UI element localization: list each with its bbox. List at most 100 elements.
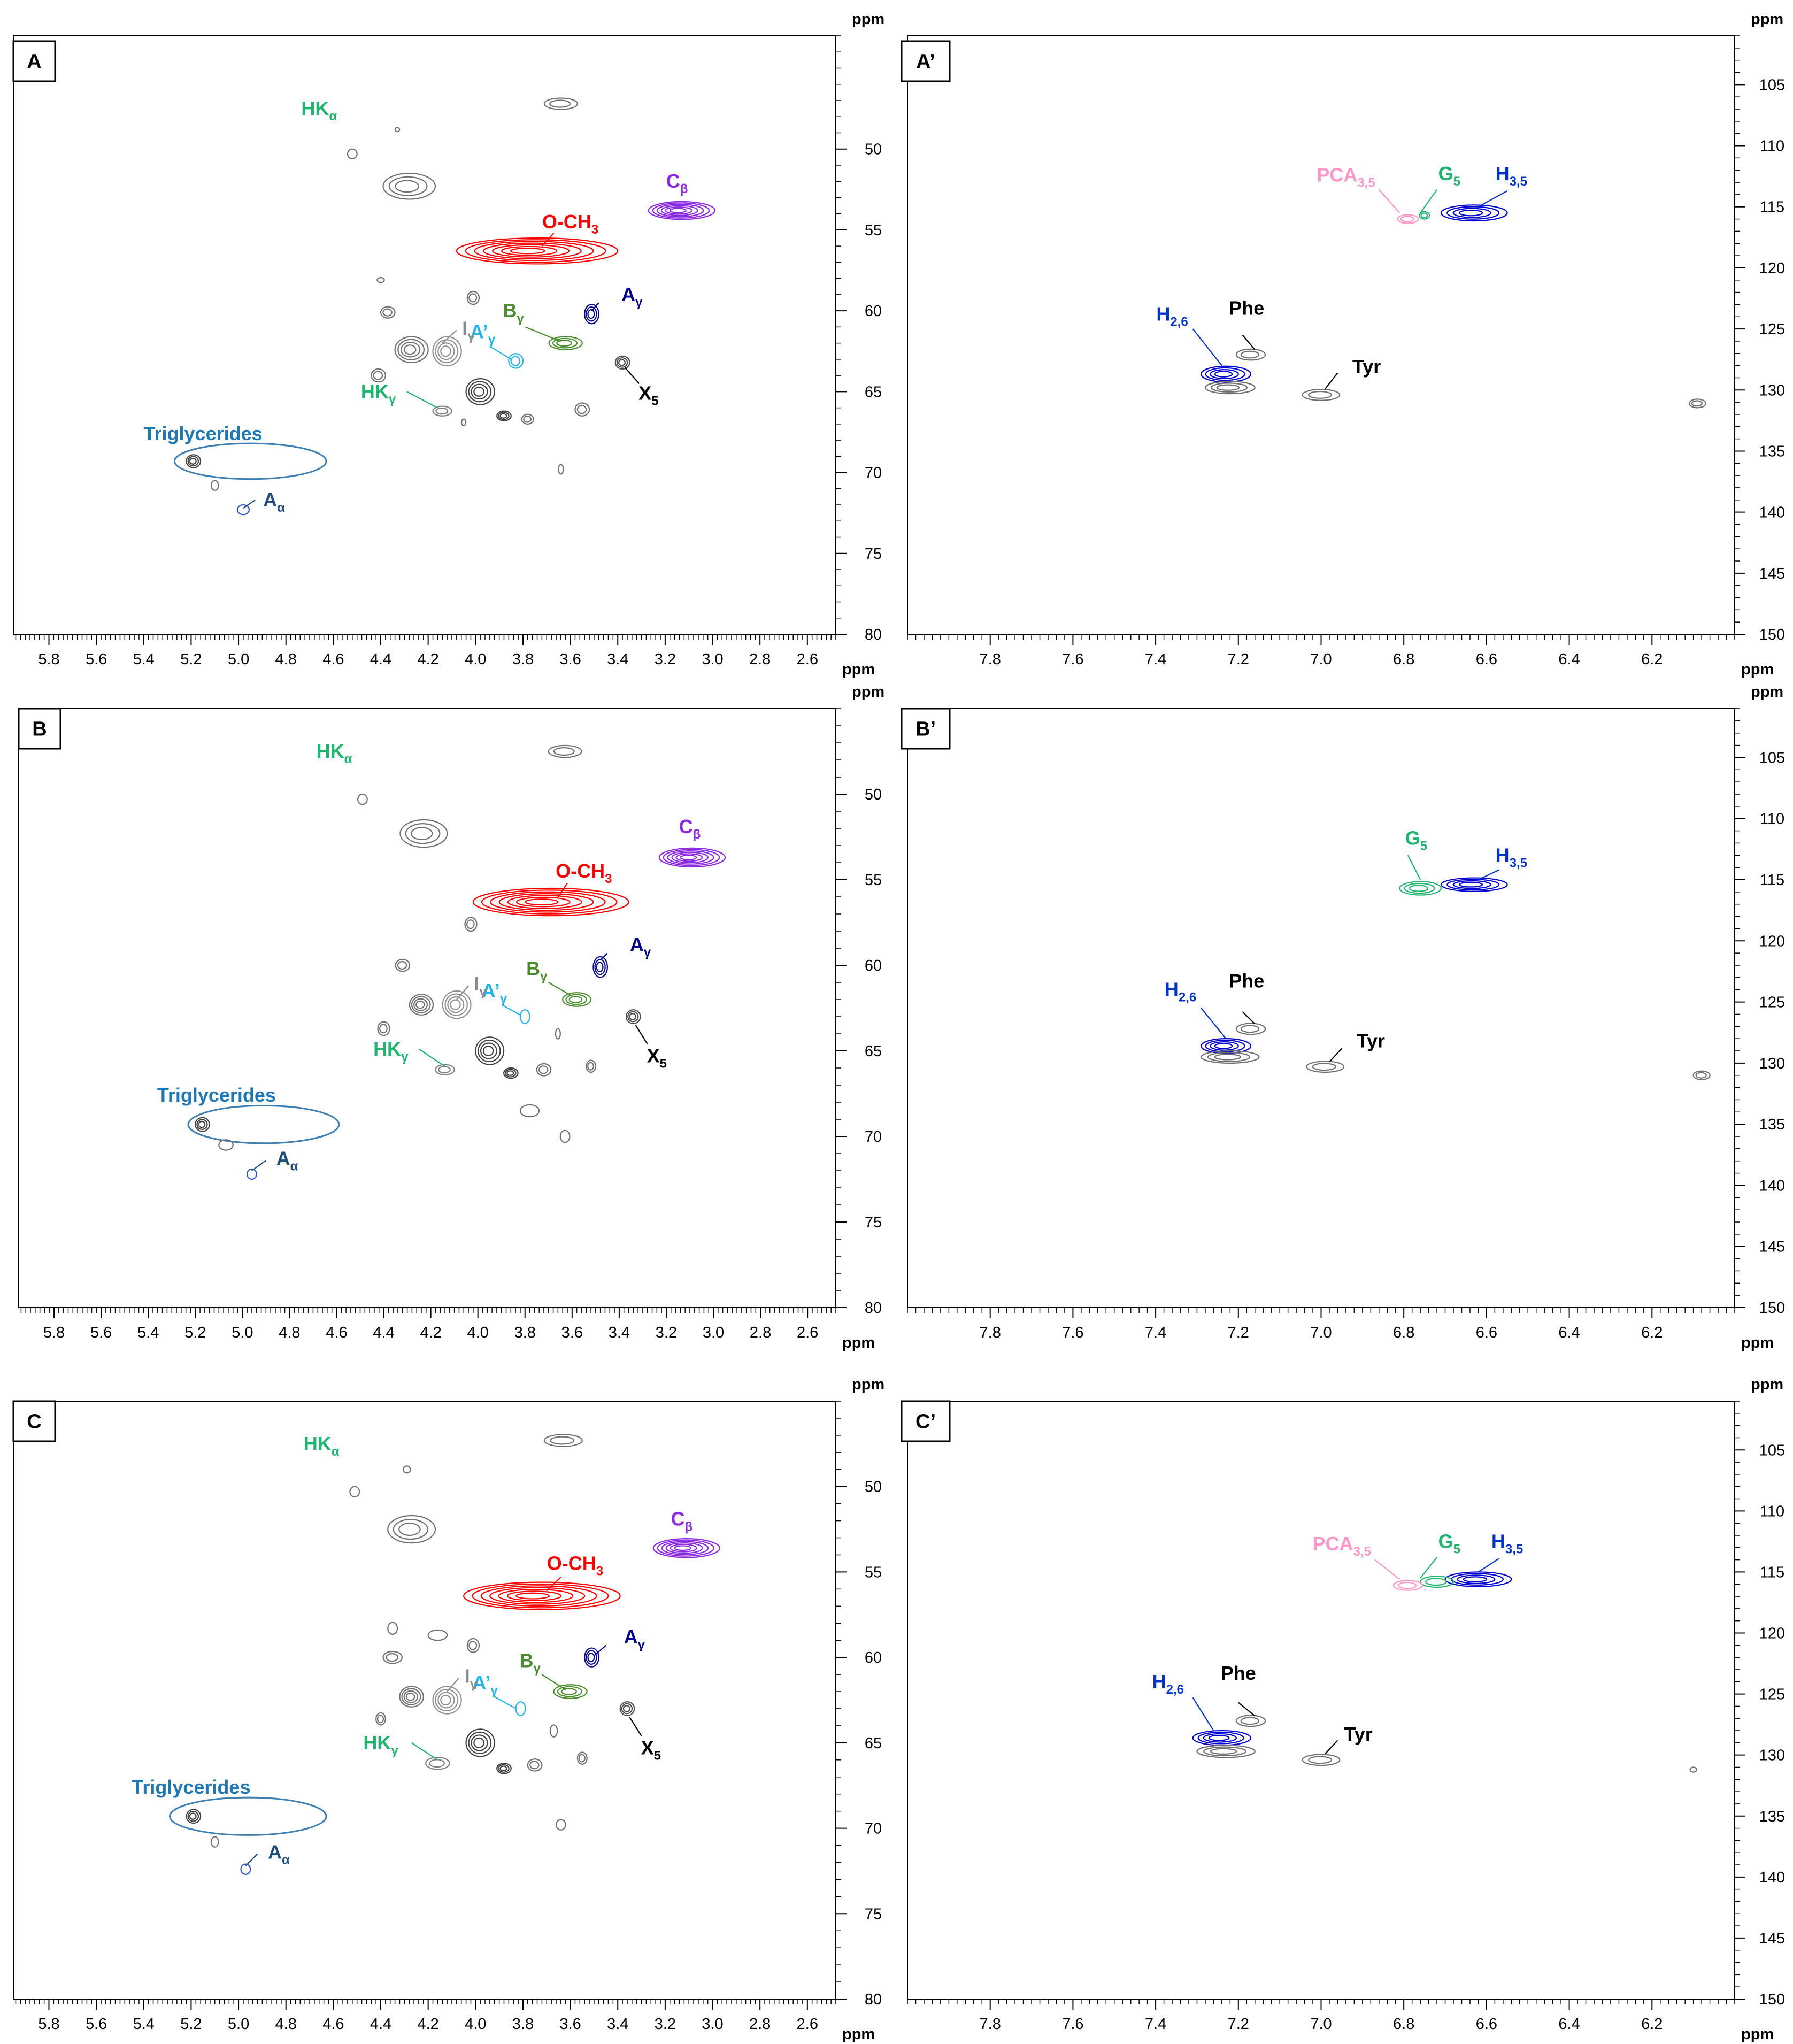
cross-peak <box>1235 1715 1266 1727</box>
x-tick-label: 4.6 <box>322 651 344 668</box>
cross-peak <box>376 277 385 283</box>
peak-label: Aγ <box>630 934 651 960</box>
label-leader-line <box>1407 855 1421 880</box>
contour-level <box>473 386 484 397</box>
cross-peak <box>409 994 434 1016</box>
cross-peak <box>394 127 401 133</box>
cross-peak <box>394 336 429 364</box>
contour-level <box>592 956 608 978</box>
cross-peak <box>584 1647 599 1668</box>
contour-level <box>660 205 698 216</box>
x-tick-label: 2.8 <box>749 651 771 668</box>
label-leader-line <box>251 1159 267 1171</box>
contour-level <box>549 1724 558 1738</box>
contour-level <box>465 378 495 405</box>
label-leader-line <box>1325 372 1338 389</box>
cross-peak <box>1419 211 1430 220</box>
contour-level <box>1210 382 1248 393</box>
contour-level <box>473 1737 484 1748</box>
cross-peak <box>427 1629 448 1641</box>
contour-level <box>663 849 720 866</box>
peak-label: Cβ <box>666 170 688 196</box>
panel-letter: B <box>32 718 47 741</box>
contour-level <box>1457 1574 1496 1584</box>
cross-peak <box>559 1129 571 1143</box>
contour-level <box>576 1751 588 1765</box>
contour-level <box>1692 1070 1711 1080</box>
x-tick-label: 5.8 <box>38 651 59 668</box>
y-tick-label: 80 <box>865 1991 882 2008</box>
cross-peak <box>432 1686 462 1715</box>
cross-peak <box>465 378 495 405</box>
peak-label: O-CH3 <box>542 211 598 237</box>
contour-level <box>480 1042 498 1059</box>
plot-frame <box>18 708 836 1308</box>
label-leader-line <box>501 1004 521 1016</box>
y-tick-label: 130 <box>1759 382 1785 399</box>
contour-level <box>465 239 606 263</box>
panel-letter: C <box>27 1411 41 1433</box>
contour-level <box>464 917 478 932</box>
x-tick-label: 4.0 <box>465 651 486 668</box>
label-leader-line <box>456 985 469 1000</box>
contour-level <box>496 410 512 421</box>
contour-level <box>394 127 401 133</box>
contour-level <box>481 889 618 915</box>
peak-label: H3,5 <box>1491 1530 1523 1556</box>
contour-level <box>1446 879 1500 891</box>
y-tick-label: 115 <box>1760 872 1784 889</box>
x-tick-label: 5.8 <box>43 1324 65 1341</box>
contour-level <box>474 241 594 262</box>
contour-level <box>674 1545 691 1551</box>
x-tick-label: 7.4 <box>1145 1324 1166 1341</box>
cross-peak <box>1444 1571 1512 1587</box>
panel-3: 7.8 7.6 7.4 7.2 7.0 6.8 6.6 6.4 6.2 ppm 105 110 115 1… <box>901 683 1785 1351</box>
contour-level <box>1392 1580 1423 1591</box>
cross-peak <box>375 1712 386 1726</box>
cross-peak <box>543 1434 583 1447</box>
contour-level <box>594 959 606 975</box>
contour-level <box>463 1581 621 1610</box>
x-tick-label: 5.0 <box>228 2016 249 2033</box>
contour-level <box>503 1067 519 1079</box>
x-tick-label: 4.2 <box>417 2016 438 2033</box>
contour-level <box>565 994 587 1005</box>
contour-level <box>1235 1715 1266 1727</box>
peak-label: HKγ <box>373 1038 409 1064</box>
contour-level <box>1210 1748 1237 1755</box>
panel-letter: B’ <box>915 718 936 741</box>
y-tick-label: 50 <box>865 1479 882 1496</box>
cross-peak <box>548 744 582 758</box>
contour-level <box>671 851 709 864</box>
x-tick-label: 6.2 <box>1641 2016 1663 2033</box>
contour-level <box>1240 350 1260 359</box>
contour-level <box>1695 1072 1707 1079</box>
contour-level <box>480 1585 597 1607</box>
cross-peak <box>555 1028 561 1040</box>
label-leader-line <box>1378 189 1400 213</box>
cross-peak <box>508 353 524 369</box>
contour-level <box>667 850 714 865</box>
contour-level <box>498 1588 574 1603</box>
contour-level <box>525 898 559 906</box>
peak-label: Aα <box>263 489 285 515</box>
contour-level <box>548 336 583 350</box>
cross-peak <box>1392 1580 1423 1591</box>
peak-label: HKγ <box>361 380 396 406</box>
contour-level <box>1444 1571 1512 1587</box>
peak-label: Triglycerides <box>132 1776 250 1798</box>
y-tick-label: 140 <box>1759 504 1785 521</box>
y-tick-label: 105 <box>1759 1442 1785 1459</box>
contour-level <box>187 1810 199 1822</box>
cross-peak <box>195 1117 210 1132</box>
contour-level <box>196 1119 208 1130</box>
contour-level <box>432 405 453 417</box>
contour-level <box>394 336 429 364</box>
peak-label: PCA3,5 <box>1312 1533 1371 1559</box>
contour-level <box>1689 1766 1697 1773</box>
y-tick-label: 110 <box>1760 138 1784 155</box>
peak-label: G5 <box>1405 827 1427 853</box>
panel-2: 5.8 5.6 5.4 5.2 5.0 4.8 4.6 4.4 4.2 4.0 3.8 3.6 3.4 3… <box>18 683 884 1351</box>
contour-level <box>440 1695 451 1705</box>
y-tick-label: 65 <box>865 383 882 401</box>
